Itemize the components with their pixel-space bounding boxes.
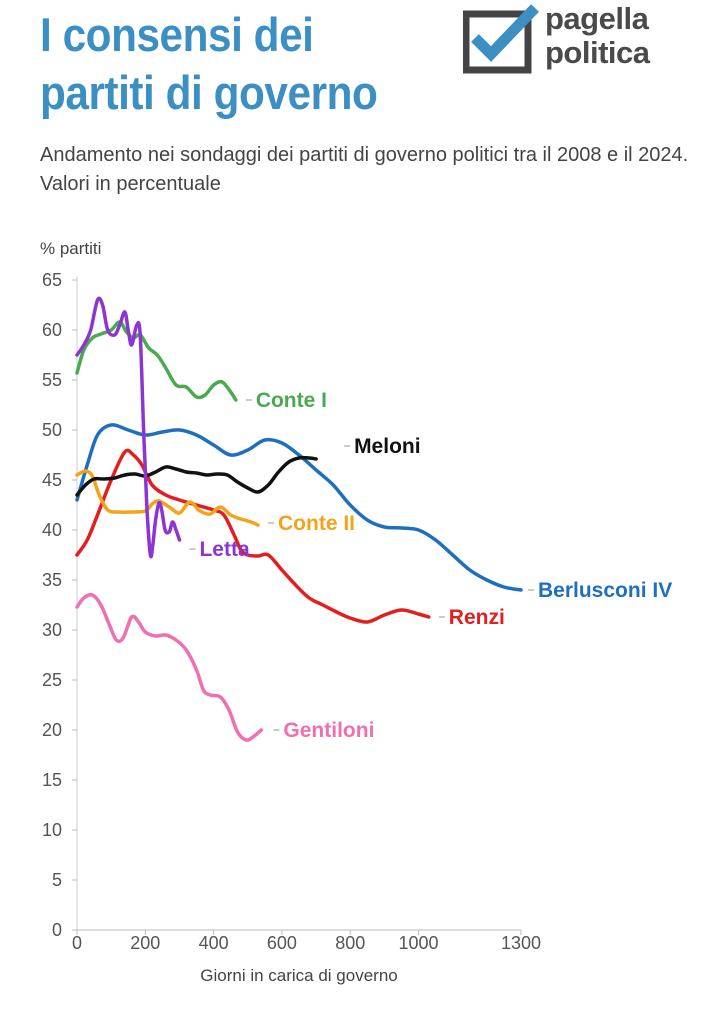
x-tick-label: 1000	[399, 933, 439, 953]
series-label-conte-ii: Conte II	[278, 512, 355, 535]
x-axis-label: Giorni in carica di governo	[200, 966, 397, 985]
x-tick-label: 400	[199, 933, 229, 953]
series-label-conte-i: Conte I	[256, 389, 327, 412]
pagella-politica-logo: pagella politica	[462, 2, 703, 74]
series-label-gentiloni: Gentiloni	[283, 719, 374, 742]
x-tick-label: 600	[267, 933, 297, 953]
y-tick-label: 10	[42, 820, 62, 840]
y-tick-label: 65	[42, 270, 62, 290]
series-label-renzi: Renzi	[449, 606, 505, 629]
series-line-berlusconi-iv	[75, 423, 523, 592]
y-tick-label: 25	[42, 670, 62, 690]
checkbox-check-icon	[462, 4, 539, 74]
x-tick-label: 200	[130, 933, 160, 953]
y-tick-label: 50	[42, 420, 62, 440]
y-tick-label: 35	[42, 570, 62, 590]
series-line-renzi	[75, 448, 431, 624]
chart-subtitle: Andamento nei sondaggi dei partiti di go…	[40, 144, 689, 195]
series-label-meloni: Meloni	[354, 435, 421, 458]
logo-wordmark: pagella politica	[545, 2, 650, 70]
series-line-gentiloni	[75, 592, 264, 742]
y-tick-label: 20	[42, 720, 62, 740]
y-tick-label: 60	[42, 320, 62, 340]
series-line-meloni	[75, 455, 318, 497]
x-tick-label: 0	[72, 933, 82, 953]
series-line-letta	[75, 296, 182, 559]
logo-line-2: politica	[545, 35, 650, 70]
y-tick-label: 45	[42, 470, 62, 490]
y-tick-label: 0	[52, 920, 62, 940]
y-tick-label: 15	[42, 770, 62, 790]
y-axis-label: % partiti	[40, 239, 101, 258]
series-line-conte-i	[75, 320, 238, 402]
y-tick-label: 5	[52, 870, 62, 890]
chart-title: I consensi dei partiti di governo	[40, 8, 378, 119]
series-line-conte-ii	[75, 469, 260, 527]
y-tick-label: 30	[42, 620, 62, 640]
series-label-berlusconi-iv: Berlusconi IV	[538, 579, 672, 602]
y-tick-label: 40	[42, 520, 62, 540]
x-tick-label: 800	[335, 933, 365, 953]
series-label-letta: Letta	[199, 538, 249, 561]
logo-line-1: pagella	[545, 1, 649, 36]
x-tick-label: 1300	[501, 933, 541, 953]
y-tick-label: 55	[42, 370, 62, 390]
